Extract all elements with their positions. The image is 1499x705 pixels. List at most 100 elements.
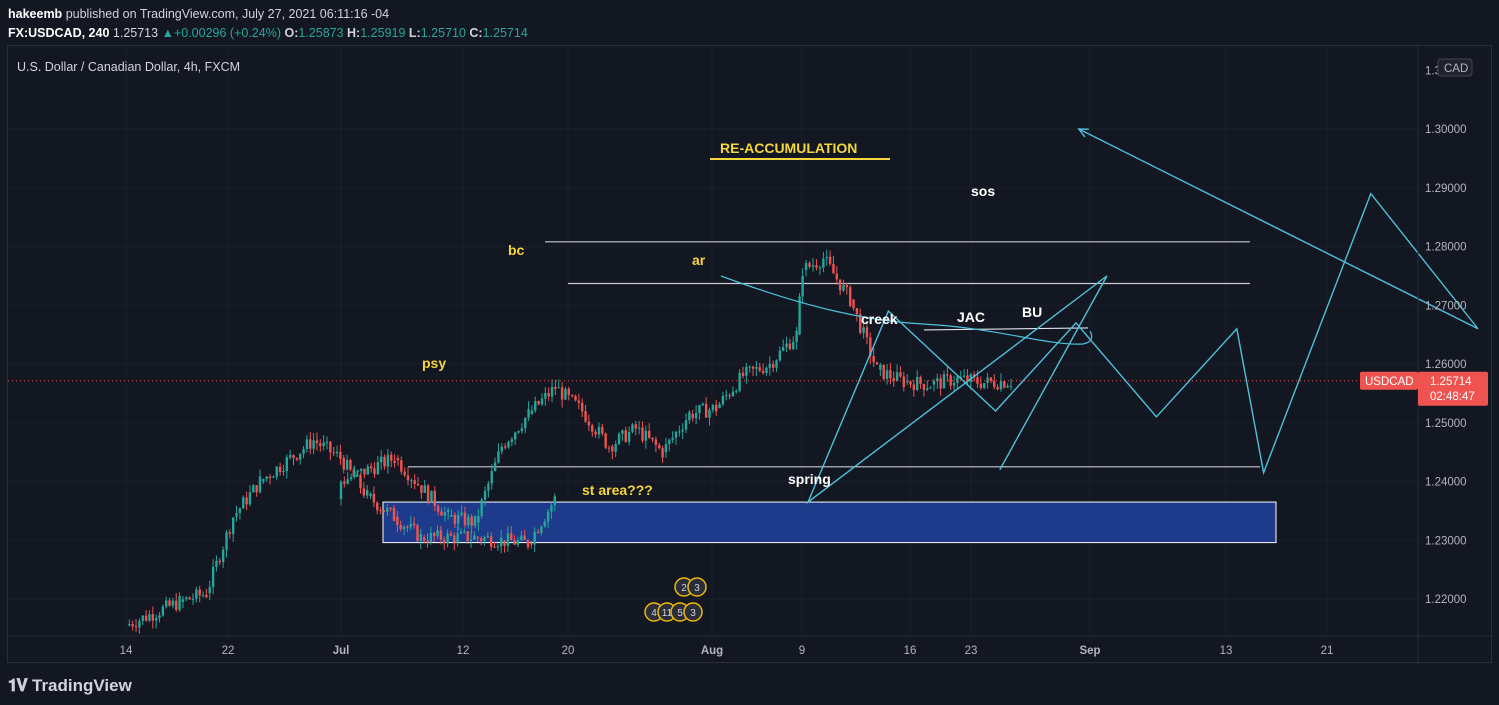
ann-bu: BU [1022,304,1042,320]
candle-body [956,376,959,384]
candle-body [604,433,607,448]
currency-box[interactable] [1437,58,1473,77]
candle-body [188,597,191,600]
candle-body [825,256,828,259]
candle-body [215,560,218,567]
candle-body [859,314,862,333]
candle-body [128,624,131,626]
price-tick-2: 1.24000 [1425,477,1467,489]
candle-body [466,531,469,542]
candle-body [681,429,684,432]
candle-body [617,433,621,445]
candle-body [517,430,520,433]
candle-body [161,606,165,616]
open-label: O: [284,26,299,40]
candle-body [359,468,363,471]
candle-body [500,446,503,452]
candle-body [520,535,523,541]
candle-body [540,526,543,533]
candle-body [976,377,979,384]
candle-body [554,386,557,390]
candle-body [526,540,530,548]
currency-label: CAD [1444,63,1468,75]
event-badge-icon[interactable] [683,602,703,622]
candle-body [815,265,818,268]
candle-body [534,401,537,411]
candle-body [879,364,882,370]
price-axis[interactable]: 1.3101.220001.230001.240001.250001.26000… [1417,46,1473,664]
candle-body [335,451,339,453]
candle-body [905,381,909,383]
level-line-3[interactable] [923,327,1089,331]
candle-body [922,383,926,390]
candle-body [872,356,875,363]
candle-body [533,531,536,545]
candle-body [369,466,373,469]
candle-body [748,366,751,368]
candle-body [436,530,439,537]
candle-body [412,523,416,526]
candle-body [339,451,342,459]
publisher-name[interactable]: hakeemb [8,7,63,21]
zone-rect[interactable] [382,501,1277,544]
candle-body [349,477,353,480]
tradingview-logo[interactable]: 𝟏𝐕 TradingView [8,676,132,696]
candle-body [775,360,778,368]
candle-body [738,372,741,392]
candle-body [983,383,986,388]
projection-path[interactable] [806,128,1479,505]
horizontal-levels [408,241,1260,468]
price-tick-4: 1.26000 [1425,359,1467,371]
candle-body [828,256,832,264]
candle-body [674,432,678,438]
candle-body [550,386,554,397]
candle-body [165,600,168,607]
price-tick-0: 1.22000 [1425,594,1467,606]
candle-body [329,441,332,453]
candle-body [144,615,148,621]
candle-body [278,466,282,473]
time-tick-10: 13 [1220,645,1233,657]
candle-body [939,378,942,389]
candle-body [865,327,869,338]
demand-zone[interactable] [382,501,1277,544]
candle-body [195,589,198,599]
candle-body [201,594,205,596]
candle-body [131,624,134,627]
time-tick-1: 22 [222,645,235,657]
candle-body [842,284,845,291]
candle-body [463,512,467,526]
symbol-tag-text: USDCAD [1365,376,1414,388]
projection-line[interactable] [806,128,1479,505]
candle-body [221,549,225,563]
candle-body [524,417,527,429]
candle-body [889,370,892,379]
candle-body [801,276,804,297]
creek-curve-line[interactable] [720,275,1093,345]
candle-body [309,439,312,449]
candle-body [668,439,671,445]
ann-bc: bc [508,242,525,258]
high-value: 1.25919 [360,26,406,40]
candle-body [544,393,547,399]
price-tick-7: 1.29000 [1425,183,1467,195]
economic-events[interactable]: 2 34 11 5 3 [644,577,707,622]
event-badge-icon[interactable] [687,577,707,597]
candle-body [343,481,346,484]
price-chart[interactable]: RE-ACCUMULATION bc ar psy st area??? sos creek… [8,46,1493,664]
price-tags: USDCAD 1.25714 02:48:47 [1360,371,1488,406]
candle-body [597,426,601,435]
chart-pane[interactable]: RE-ACCUMULATION bc ar psy st area??? sos creek… [7,45,1493,664]
candle-body [399,525,402,530]
candle-body [768,363,771,368]
ohlc-header: FX:USDCAD, 240 1.25713 ▲+0.00296 (+0.24%… [8,26,528,40]
candle-body [134,626,138,628]
candle-body [540,398,544,405]
time-axis[interactable]: 14 22 Jul 12 20 Aug 9 16 23 Sep 13 21 [8,635,1493,657]
chart-legend[interactable]: U.S. Dollar / Canadian Dollar, 4h, FXCM [17,60,241,74]
creek-curve[interactable] [720,275,1093,345]
candle-body [507,442,510,448]
candle-body [218,560,221,563]
candle-body [312,440,315,449]
candle-body [456,533,459,543]
